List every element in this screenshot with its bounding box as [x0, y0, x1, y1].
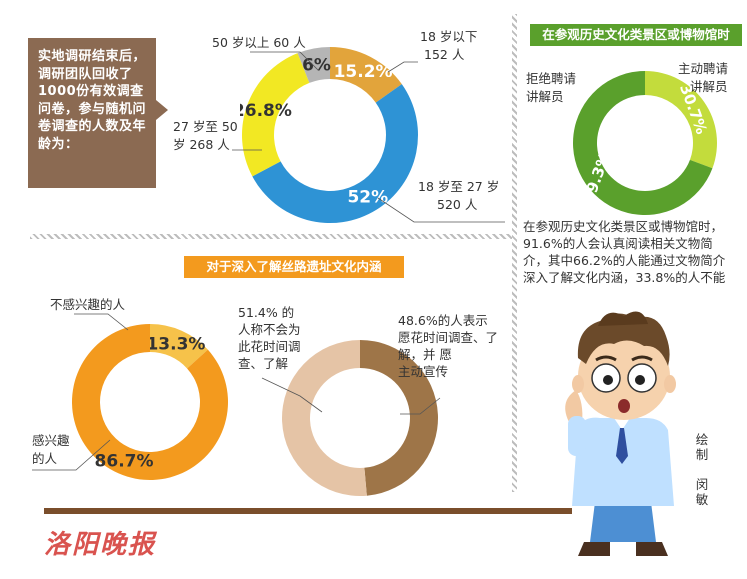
- museum-description: 在参观历史文化类景区或博物馆时，91.6%的人会认真阅读相关文物简介，其中66.…: [523, 219, 726, 285]
- signature-char: 绘: [695, 432, 709, 447]
- horizontal-divider: [30, 234, 512, 239]
- label-active-a: 主动聘请: [678, 61, 729, 76]
- time-label-line: 查、了解: [238, 356, 289, 371]
- bottom-bar: [44, 508, 572, 514]
- label-interested-a: 感兴趣: [32, 433, 70, 448]
- illustrator-signature: 绘制 闵敏: [695, 432, 709, 507]
- newspaper-logo: 洛阳晚报: [44, 524, 156, 561]
- interest-title: 对于深入了解丝路遗址文化内涵: [206, 259, 382, 274]
- leader-18-27: [377, 197, 505, 223]
- leader-not-interested: [74, 313, 129, 331]
- leader-time-yes: [400, 397, 441, 415]
- slice-value-label: 52%: [347, 187, 388, 207]
- label-active-b: 讲解员: [690, 79, 728, 94]
- time-label-line: 解，并 愿: [398, 347, 452, 362]
- label-refuse-a: 拒绝聘请: [526, 71, 577, 86]
- cartoon-boy-illustration: [565, 311, 676, 556]
- time-label-line: 人称不会为: [238, 322, 301, 337]
- signature-char: 闵: [695, 477, 709, 492]
- time-label-line: 此花时间调: [238, 339, 301, 354]
- donut-slice: [282, 340, 367, 496]
- signature-char: 制: [695, 447, 709, 462]
- signature-char: 敏: [695, 492, 709, 507]
- vertical-divider: [512, 14, 517, 492]
- label-under18-b: 152 人: [424, 47, 465, 62]
- slice-value-label: 15.2%: [334, 62, 393, 82]
- museum-donut-chart: 30.7%69.3%: [573, 71, 717, 215]
- leader-over50: [250, 51, 319, 71]
- time-label-line: 主动宣传: [398, 364, 449, 379]
- time-label-line: 48.6%的人表示: [398, 313, 488, 328]
- label-27-50-b: 岁 268 人: [173, 137, 230, 152]
- donut-slice: [150, 324, 208, 369]
- donut-slice: [573, 71, 713, 215]
- donut-slice: [645, 71, 717, 169]
- slice-value-label: 86.7%: [95, 451, 154, 471]
- donut-slice: [297, 47, 330, 83]
- donut-slice: [360, 340, 439, 496]
- museum-title: 在参观历史文化类景区或博物馆时: [542, 27, 730, 42]
- donut-slice: [252, 84, 418, 223]
- intro-box: 实地调研结束后，调研团队回收了1000份有效调查问卷，参与随机问卷调查的人数及年…: [28, 38, 168, 188]
- time-yes-text: 48.6%的人表示 愿花时间调查、了 解，并 愿主动宣传: [398, 312, 498, 380]
- age-donut-chart: 15.2% 52% 26.8% 6%: [240, 47, 418, 223]
- leader-under18: [387, 61, 418, 73]
- label-under18-a: 18 岁以下: [420, 29, 478, 44]
- donut-slice: [241, 53, 310, 177]
- logo-text: 洛阳晚报: [44, 530, 157, 560]
- interest-banner: 对于深入了解丝路遗址文化内涵: [184, 256, 404, 278]
- label-not-interested: 不感兴趣的人: [50, 297, 126, 312]
- leader-time-no: [261, 377, 323, 413]
- time-donut-chart: [282, 340, 439, 496]
- time-label-line: 愿花时间调查、了: [398, 330, 499, 345]
- label-18-27-b: 520 人: [437, 197, 478, 212]
- label-18-27-a: 18 岁至 27 岁: [418, 179, 500, 194]
- intro-text: 实地调研结束后，调研团队回收了1000份有效调查问卷，参与随机问卷调查的人数及年…: [38, 49, 147, 152]
- donut-slice: [72, 324, 229, 480]
- label-interested-b: 的人: [32, 451, 58, 466]
- label-refuse-b: 讲解员: [526, 89, 564, 104]
- slice-value-label: 26.8%: [240, 101, 292, 121]
- slice-value-label: 13.3%: [146, 335, 205, 355]
- slice-value-label: 6%: [302, 55, 331, 75]
- museum-banner: 在参观历史文化类景区或博物馆时: [530, 24, 742, 46]
- leader-interested: [32, 439, 111, 471]
- label-27-50-a: 27 岁至 50: [173, 119, 238, 134]
- donut-slice: [330, 47, 402, 103]
- time-no-text: 51.4% 的人称不会为此花时间调查、了解: [238, 304, 301, 372]
- label-over50: 50 岁以上 60 人: [212, 35, 306, 50]
- interest-donut-chart: 13.3% 86.7%: [72, 324, 229, 480]
- time-label-line: 51.4% 的: [238, 305, 295, 320]
- signature-char: [695, 462, 709, 477]
